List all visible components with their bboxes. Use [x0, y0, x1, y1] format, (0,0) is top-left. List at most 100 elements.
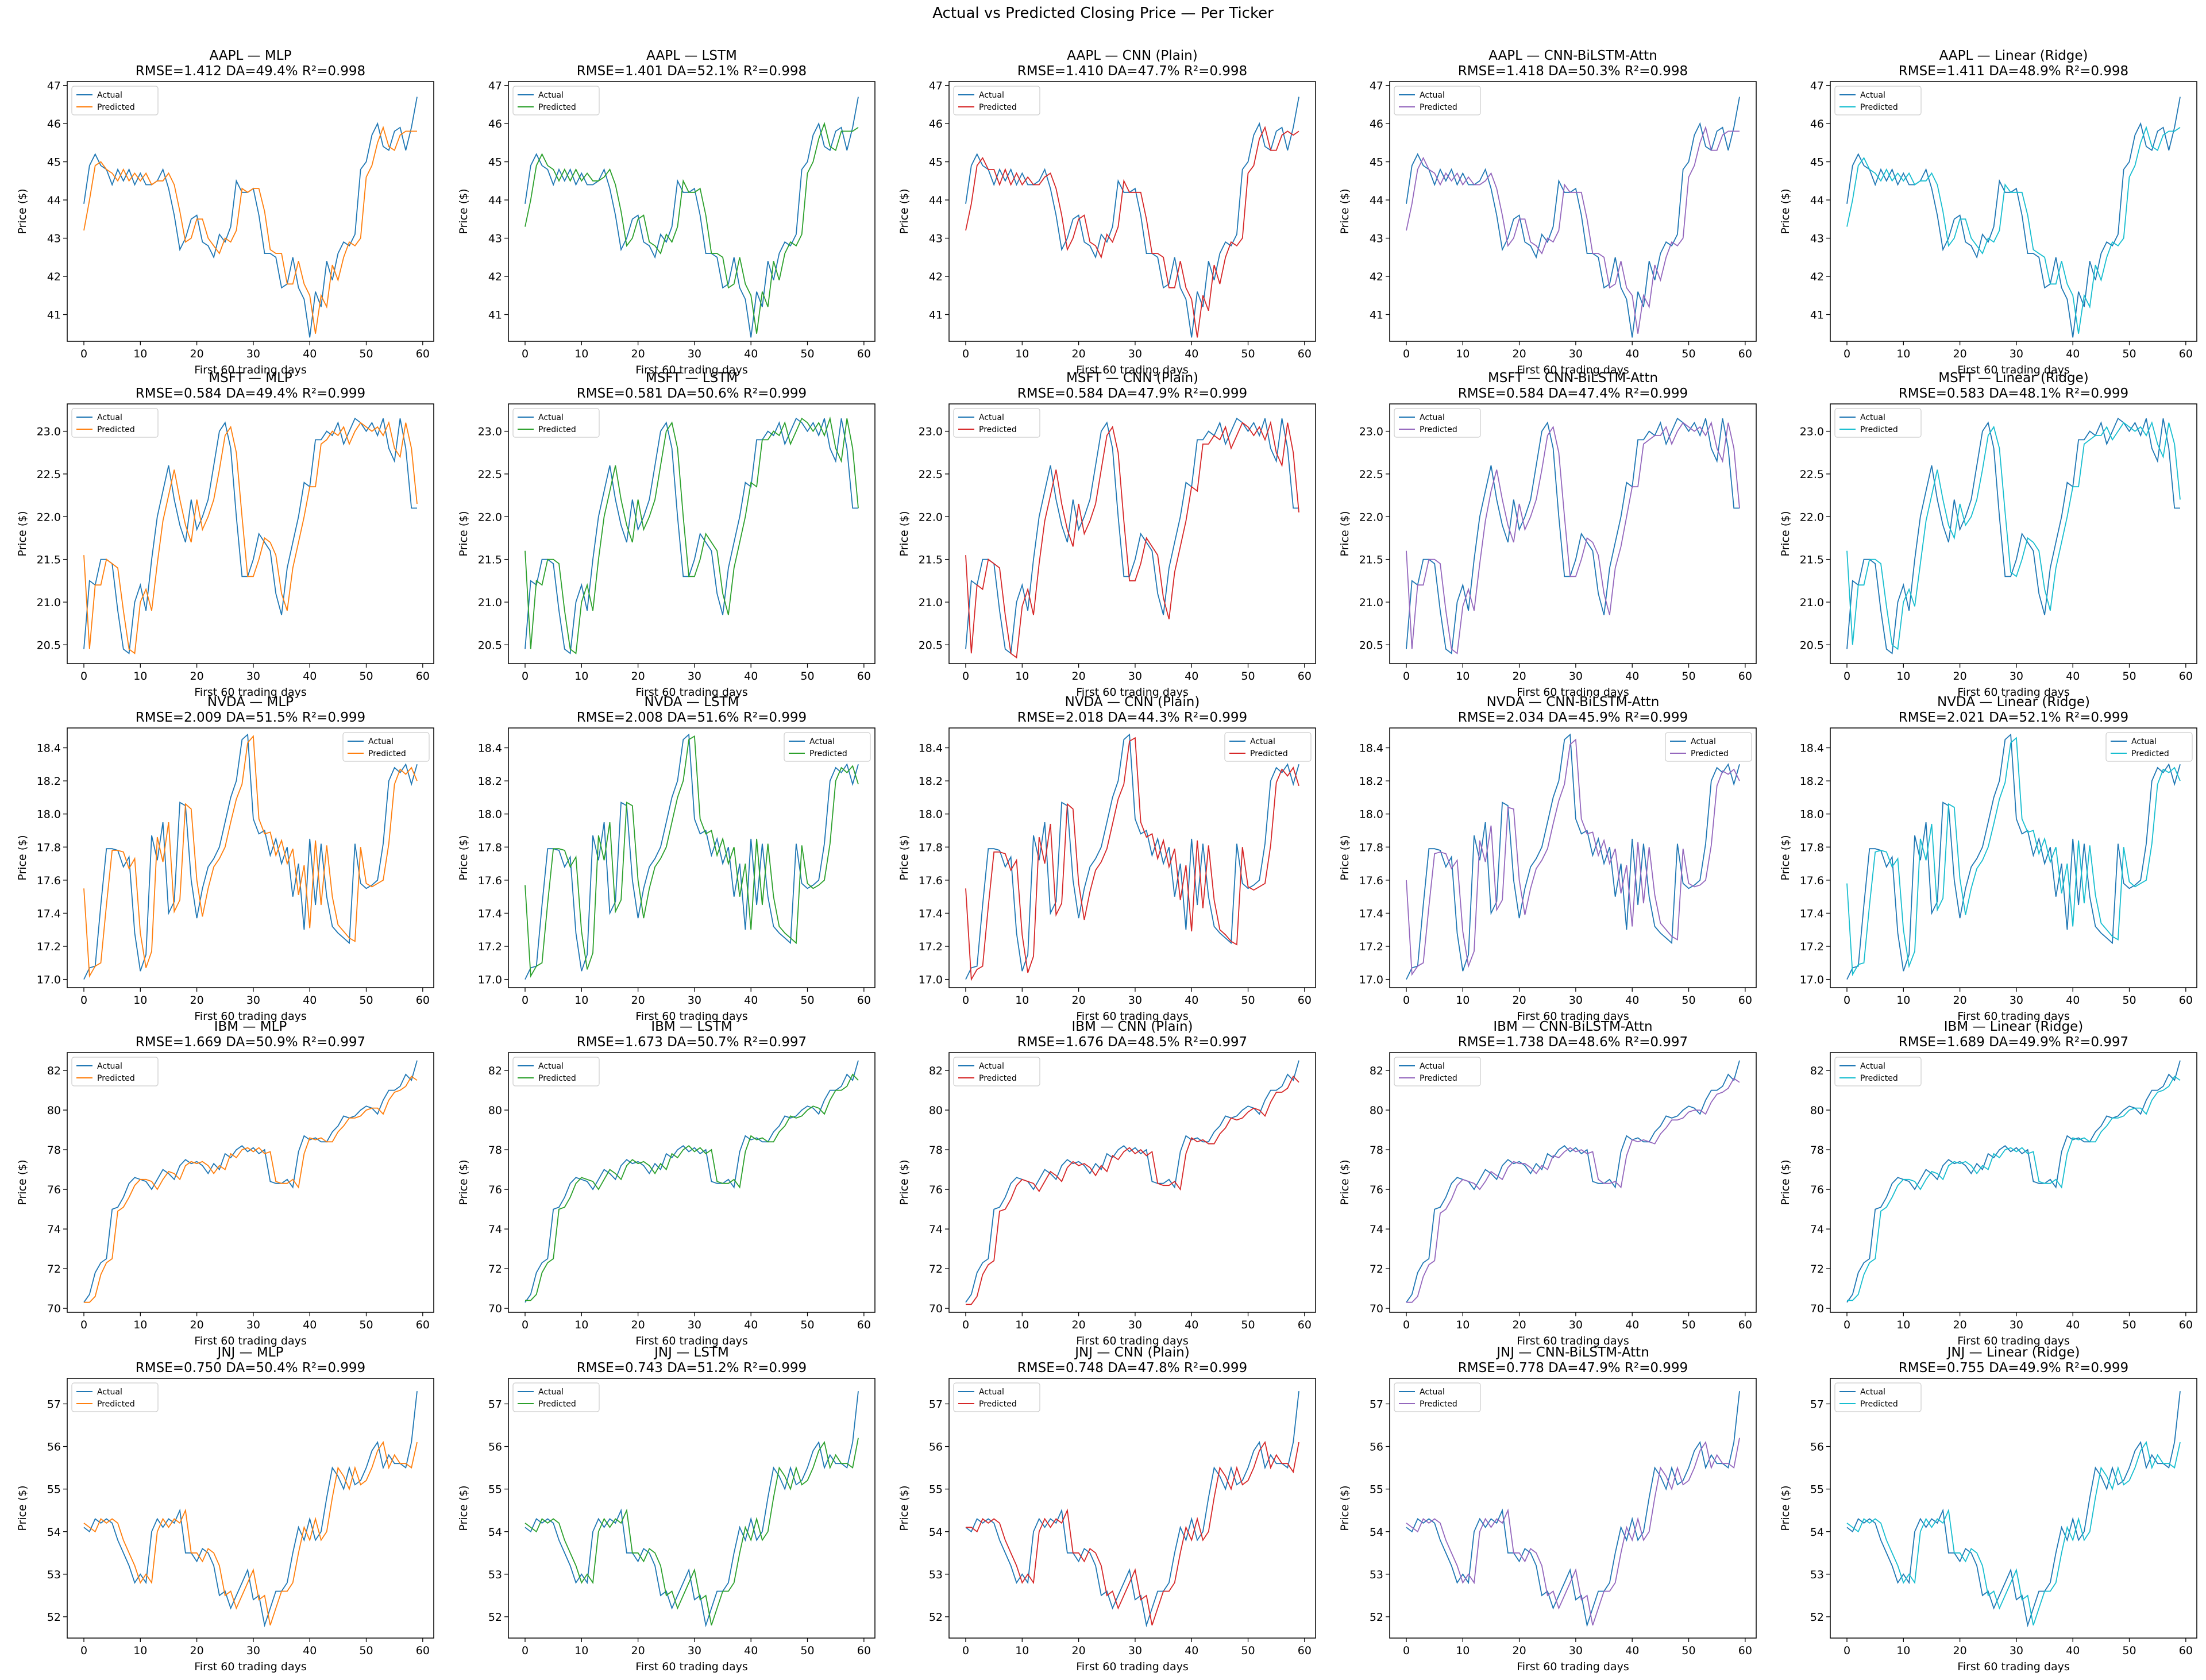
- x-tick-label: 60: [416, 1319, 430, 1331]
- x-tick-label: 40: [744, 348, 758, 360]
- x-tick-label: 30: [1569, 348, 1583, 360]
- x-tick-label: 40: [1185, 994, 1198, 1007]
- x-tick-label: 0: [80, 1644, 87, 1657]
- x-tick-label: 60: [416, 348, 430, 360]
- series-actual-line: [1406, 97, 1740, 338]
- y-tick-label: 22.0: [37, 511, 61, 523]
- y-tick-label: 82: [1370, 1065, 1383, 1077]
- x-tick-label: 0: [962, 1644, 969, 1657]
- series-actual-line: [524, 733, 859, 980]
- y-tick-label: 21.0: [478, 596, 502, 609]
- x-tick-label: 40: [303, 348, 317, 360]
- x-tick-label: 10: [1896, 348, 1910, 360]
- legend-box: [784, 732, 871, 762]
- y-tick-label: 21.5: [919, 554, 943, 567]
- subplot-title: NVDA — LSTM: [645, 695, 739, 710]
- legend-predicted-label: Predicted: [1860, 1074, 1898, 1083]
- y-tick-label: 80: [1370, 1104, 1383, 1117]
- legend-actual-label: Actual: [1860, 413, 1885, 422]
- subplot-metrics: RMSE=0.584 DA=47.9% R²=0.999: [1017, 386, 1247, 401]
- plot-area: [948, 1378, 1316, 1639]
- x-tick-label: 40: [2066, 670, 2080, 683]
- y-axis-label: Price ($): [457, 1159, 470, 1205]
- x-tick-label: 50: [359, 1644, 373, 1657]
- subplot-metrics: RMSE=0.584 DA=49.4% R²=0.999: [136, 386, 365, 401]
- y-tick-label: 56: [929, 1441, 943, 1454]
- y-tick-label: 82: [47, 1065, 61, 1077]
- legend-actual-label: Actual: [538, 1062, 564, 1071]
- x-tick-label: 10: [1456, 994, 1470, 1007]
- y-tick-label: 17.2: [478, 941, 502, 953]
- y-tick-label: 74: [488, 1223, 502, 1236]
- x-tick-label: 50: [800, 348, 814, 360]
- series-actual-line: [83, 733, 418, 980]
- x-axis-label: First 60 trading days: [1517, 1335, 1629, 1347]
- y-axis-label: Price ($): [457, 1485, 470, 1531]
- subplot-metrics: RMSE=2.008 DA=51.6% R²=0.999: [577, 710, 807, 725]
- y-tick-label: 17.8: [478, 841, 502, 854]
- y-tick-label: 17.6: [478, 874, 502, 887]
- plot-area: [948, 403, 1316, 664]
- x-tick-label: 60: [416, 1644, 430, 1657]
- y-tick-label: 46: [929, 118, 943, 130]
- subplot-nvda-3: NVDA — CNN (Plain)RMSE=2.018 DA=44.3% R²…: [898, 695, 1316, 1023]
- x-tick-label: 50: [1241, 670, 1255, 683]
- x-tick-label: 40: [1625, 1644, 1639, 1657]
- x-tick-label: 60: [1738, 1644, 1752, 1657]
- y-tick-label: 18.0: [478, 808, 502, 821]
- y-tick-label: 43: [488, 233, 502, 245]
- series-actual-line: [1846, 733, 2181, 980]
- x-tick-label: 0: [80, 1319, 87, 1331]
- x-tick-label: 20: [1072, 670, 1086, 683]
- x-tick-label: 20: [1953, 1644, 1967, 1657]
- figure-title: Actual vs Predicted Closing Price — Per …: [932, 5, 1274, 22]
- plot-area: [508, 1052, 876, 1313]
- plot-area: [67, 727, 434, 988]
- x-tick-label: 30: [2010, 670, 2023, 683]
- x-tick-label: 30: [1128, 670, 1142, 683]
- x-tick-label: 10: [574, 994, 588, 1007]
- x-tick-label: 0: [80, 994, 87, 1007]
- y-tick-label: 17.0: [478, 974, 502, 987]
- legend-box: [1394, 1057, 1481, 1086]
- series-predicted-line: [1846, 1440, 2181, 1626]
- series-actual-line: [1406, 417, 1740, 654]
- subplot-metrics: RMSE=0.583 DA=48.1% R²=0.999: [1899, 386, 2128, 401]
- x-tick-label: 40: [1185, 348, 1198, 360]
- plot-area: [508, 727, 876, 988]
- series-predicted-line: [83, 1440, 418, 1626]
- x-tick-label: 50: [800, 994, 814, 1007]
- legend: Actual Predicted: [342, 732, 430, 762]
- x-tick-label: 0: [1844, 994, 1850, 1007]
- plot-area: [508, 403, 876, 664]
- x-tick-label: 20: [631, 670, 645, 683]
- y-tick-label: 57: [488, 1398, 502, 1411]
- y-tick-label: 54: [1810, 1526, 1824, 1539]
- y-tick-label: 44: [488, 194, 502, 207]
- legend-predicted-label: Predicted: [1420, 1074, 1457, 1083]
- y-tick-label: 21.5: [478, 554, 502, 567]
- y-axis-label: Price ($): [1339, 1159, 1351, 1205]
- x-tick-label: 10: [1896, 670, 1910, 683]
- legend: Actual Predicted: [953, 1382, 1040, 1412]
- y-tick-label: 52: [929, 1611, 943, 1624]
- y-tick-label: 78: [929, 1144, 943, 1157]
- y-tick-label: 80: [47, 1104, 61, 1117]
- x-axis-label: First 60 trading days: [1517, 364, 1629, 376]
- y-tick-label: 52: [47, 1611, 61, 1624]
- series-predicted-line: [525, 1073, 859, 1301]
- y-tick-label: 18.4: [1359, 742, 1383, 755]
- x-tick-label: 0: [1403, 348, 1410, 360]
- legend-actual-label: Actual: [1420, 1062, 1445, 1071]
- legend-box: [1394, 86, 1481, 115]
- x-tick-label: 30: [2010, 1644, 2023, 1657]
- y-tick-label: 23.0: [1800, 426, 1824, 438]
- series-actual-line: [83, 417, 417, 654]
- x-axis-label: First 60 trading days: [194, 686, 306, 699]
- legend-actual-label: Actual: [97, 1062, 122, 1071]
- x-axis-label: First 60 trading days: [1076, 1335, 1188, 1347]
